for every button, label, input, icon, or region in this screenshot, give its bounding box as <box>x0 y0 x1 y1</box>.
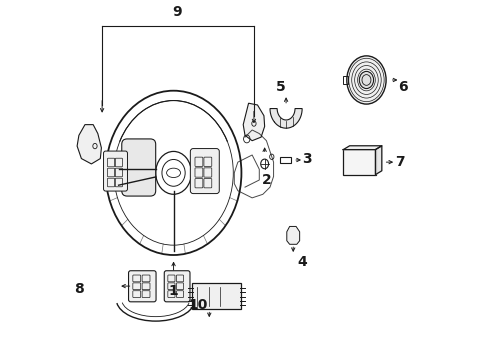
Text: 4: 4 <box>297 255 307 269</box>
Bar <box>343 76 347 84</box>
Text: 9: 9 <box>172 5 182 19</box>
Text: 6: 6 <box>398 80 408 94</box>
Text: 8: 8 <box>74 282 84 296</box>
Polygon shape <box>243 103 265 141</box>
Polygon shape <box>375 146 382 175</box>
FancyBboxPatch shape <box>128 271 156 302</box>
Text: 10: 10 <box>189 298 208 312</box>
Text: 5: 5 <box>276 80 286 94</box>
Polygon shape <box>270 109 302 128</box>
Text: 3: 3 <box>302 152 312 166</box>
FancyBboxPatch shape <box>103 151 127 191</box>
Polygon shape <box>287 226 300 244</box>
Ellipse shape <box>347 56 386 104</box>
Text: 7: 7 <box>395 155 405 169</box>
Polygon shape <box>77 125 101 164</box>
FancyBboxPatch shape <box>192 283 241 309</box>
Bar <box>280 157 291 163</box>
FancyBboxPatch shape <box>164 271 190 302</box>
FancyBboxPatch shape <box>343 149 376 175</box>
Text: 2: 2 <box>262 173 271 187</box>
Text: 1: 1 <box>169 284 178 298</box>
Polygon shape <box>343 146 382 150</box>
FancyBboxPatch shape <box>190 149 220 194</box>
Ellipse shape <box>359 71 373 89</box>
FancyBboxPatch shape <box>122 139 156 196</box>
